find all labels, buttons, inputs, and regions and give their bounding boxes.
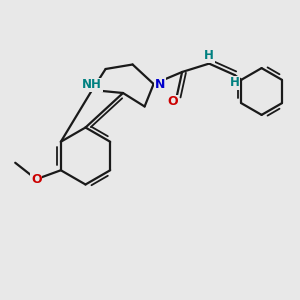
Text: H: H xyxy=(204,49,214,62)
Text: O: O xyxy=(168,95,178,109)
Text: H: H xyxy=(230,76,239,89)
Text: N: N xyxy=(155,77,165,91)
Text: O: O xyxy=(31,173,41,186)
Text: NH: NH xyxy=(82,78,102,91)
